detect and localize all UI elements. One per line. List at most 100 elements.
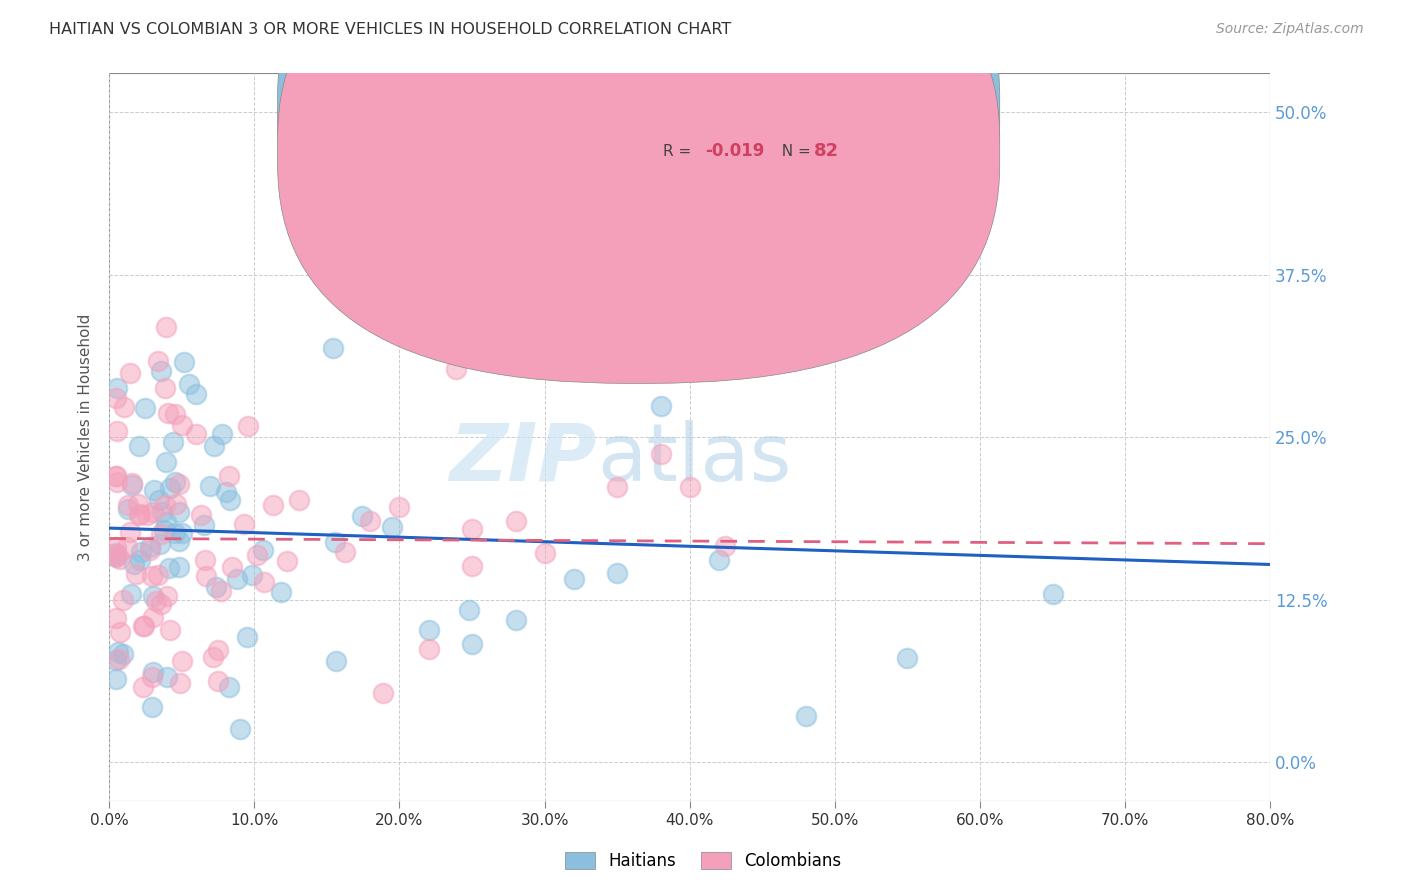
Text: HAITIAN VS COLOMBIAN 3 OR MORE VEHICLES IN HOUSEHOLD CORRELATION CHART: HAITIAN VS COLOMBIAN 3 OR MORE VEHICLES … [49,22,731,37]
Text: ZIP: ZIP [450,420,598,498]
Point [142,609,165,624]
Point [167,505,190,519]
Point [262,498,284,512]
Point [145,593,167,607]
Point [229,722,252,736]
Point [221,560,243,574]
Point [146,568,169,582]
Point [896,650,918,665]
Point [128,507,150,521]
Point [1042,587,1064,601]
Point [167,477,190,491]
Point [207,673,229,688]
Legend: Haitians, Colombians: Haitians, Colombians [558,845,848,877]
Point [105,550,128,565]
Point [325,654,347,668]
Point [159,481,181,495]
Point [211,426,233,441]
Point [461,559,484,574]
Point [418,642,440,657]
Point [170,654,193,668]
Point [117,498,139,512]
Point [105,546,128,560]
Point [121,477,143,491]
Point [150,364,173,378]
Point [105,653,128,667]
Point [184,387,207,401]
Point [505,613,527,627]
Point [167,560,190,574]
Point [195,568,218,582]
Point [125,566,148,581]
Text: R =: R = [664,144,696,159]
Point [461,523,484,537]
Point [159,623,181,637]
Point [132,680,155,694]
Y-axis label: 3 or more Vehicles in Household: 3 or more Vehicles in Household [79,313,93,561]
Point [179,377,201,392]
Point [333,545,356,559]
Point [650,447,672,461]
Point [128,508,150,522]
Point [157,406,180,420]
Text: Source: ZipAtlas.com: Source: ZipAtlas.com [1216,22,1364,37]
Point [173,355,195,369]
Point [225,573,247,587]
Point [105,475,128,490]
Point [142,505,165,519]
Point [152,523,174,537]
Point [388,500,411,515]
Point [238,418,260,433]
Point [202,438,225,452]
Point [143,483,166,497]
Point [155,515,177,529]
Point [156,670,179,684]
Point [118,367,141,381]
Text: atlas: atlas [598,420,792,498]
Point [110,552,132,566]
Point [193,518,215,533]
Point [111,592,134,607]
Point [128,439,150,453]
Point [148,353,170,368]
Point [139,541,162,555]
Point [246,549,269,563]
Point [218,469,240,483]
Point [381,520,404,534]
Point [155,454,177,468]
Point [105,468,128,483]
Point [108,651,131,665]
Point [270,585,292,599]
Point [325,535,347,549]
Point [201,649,224,664]
Point [461,637,484,651]
Point [155,320,177,334]
Point [371,686,394,700]
Point [127,496,149,510]
Point [105,424,128,438]
Point [533,546,555,560]
Point [219,493,242,508]
Point [276,554,298,568]
Point [233,517,256,532]
Text: 82: 82 [814,142,839,161]
Point [211,583,233,598]
Point [322,341,344,355]
Point [108,625,131,640]
FancyBboxPatch shape [277,0,1000,342]
Point [350,509,373,524]
Point [156,589,179,603]
Point [444,362,467,376]
Text: 70: 70 [814,101,839,119]
Text: N =: N = [772,144,815,159]
Point [418,624,440,638]
Point [141,569,163,583]
Point [107,645,129,659]
Point [707,553,730,567]
Point [162,435,184,450]
Point [207,643,229,657]
Point [253,575,276,590]
Point [139,542,162,557]
Point [149,536,172,550]
Point [252,543,274,558]
